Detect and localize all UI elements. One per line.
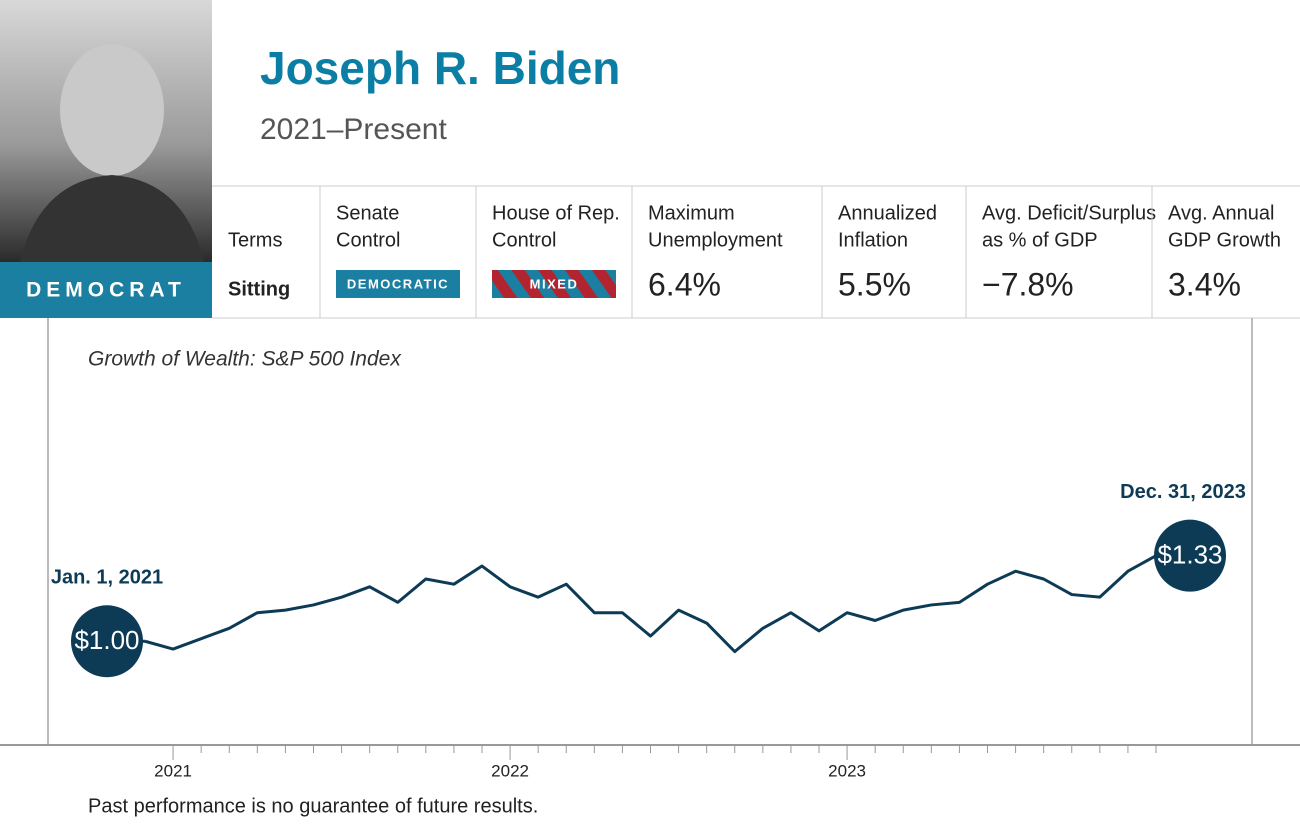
term: 2021–Present bbox=[260, 113, 447, 146]
value-marker bbox=[1154, 519, 1226, 592]
start-date: Jan. 1, 2021 bbox=[51, 567, 163, 589]
stat-label: as % of GDP bbox=[982, 229, 1098, 251]
badge-label: MIXED bbox=[530, 276, 579, 291]
stat-label: House of Rep. bbox=[492, 202, 620, 224]
portrait-suit bbox=[20, 175, 204, 262]
badge-label: DEMOCRATIC bbox=[347, 276, 449, 291]
stat-label: Avg. Deficit/Surplus bbox=[982, 202, 1156, 224]
x-tick-label: 2022 bbox=[491, 761, 529, 780]
value-label: $1.00 bbox=[74, 625, 139, 655]
stat-label: Unemployment bbox=[648, 229, 783, 251]
stat-label: Terms bbox=[228, 229, 282, 251]
stat-label: GDP Growth bbox=[1168, 229, 1281, 251]
value-marker bbox=[71, 605, 143, 678]
badge bbox=[336, 270, 460, 298]
x-tick-label: 2021 bbox=[154, 761, 192, 780]
stats: Terms Sitting Senate Control DEMOCRATIC House… bbox=[228, 186, 1281, 318]
plot: 2021 2022 2023 $1.00 $1.33 Jan. 1, 2021 Dec. 3… bbox=[51, 481, 1246, 781]
stat-label: Control bbox=[492, 229, 556, 251]
stat-label: Avg. Annual bbox=[1168, 202, 1274, 224]
stat-value: 3.4% bbox=[1168, 266, 1241, 302]
stat-label: Control bbox=[336, 229, 400, 251]
x-tick-label: 2023 bbox=[828, 761, 866, 780]
stat-label: Inflation bbox=[838, 229, 908, 251]
footnote: Past performance is no guarantee of futu… bbox=[88, 795, 538, 817]
badge bbox=[492, 270, 616, 298]
line bbox=[144, 554, 1157, 654]
portrait-face bbox=[60, 44, 164, 176]
party-band bbox=[0, 262, 212, 318]
stat-value: 5.5% bbox=[838, 266, 911, 302]
end-date: Dec. 31, 2023 bbox=[1120, 481, 1246, 503]
stat-value: −7.8% bbox=[982, 266, 1074, 302]
party: DEMOCRAT bbox=[26, 279, 186, 302]
value-label: $1.33 bbox=[1157, 540, 1222, 570]
stat-value: Sitting bbox=[228, 278, 290, 300]
stat-label: Annualized bbox=[838, 202, 937, 224]
name: Joseph R. Biden bbox=[260, 42, 620, 94]
chart-title: Growth of Wealth: S&P 500 Index bbox=[88, 348, 402, 371]
stat-label: Senate bbox=[336, 202, 399, 224]
stat-value: 6.4% bbox=[648, 266, 721, 302]
stat-label: Maximum bbox=[648, 202, 735, 224]
